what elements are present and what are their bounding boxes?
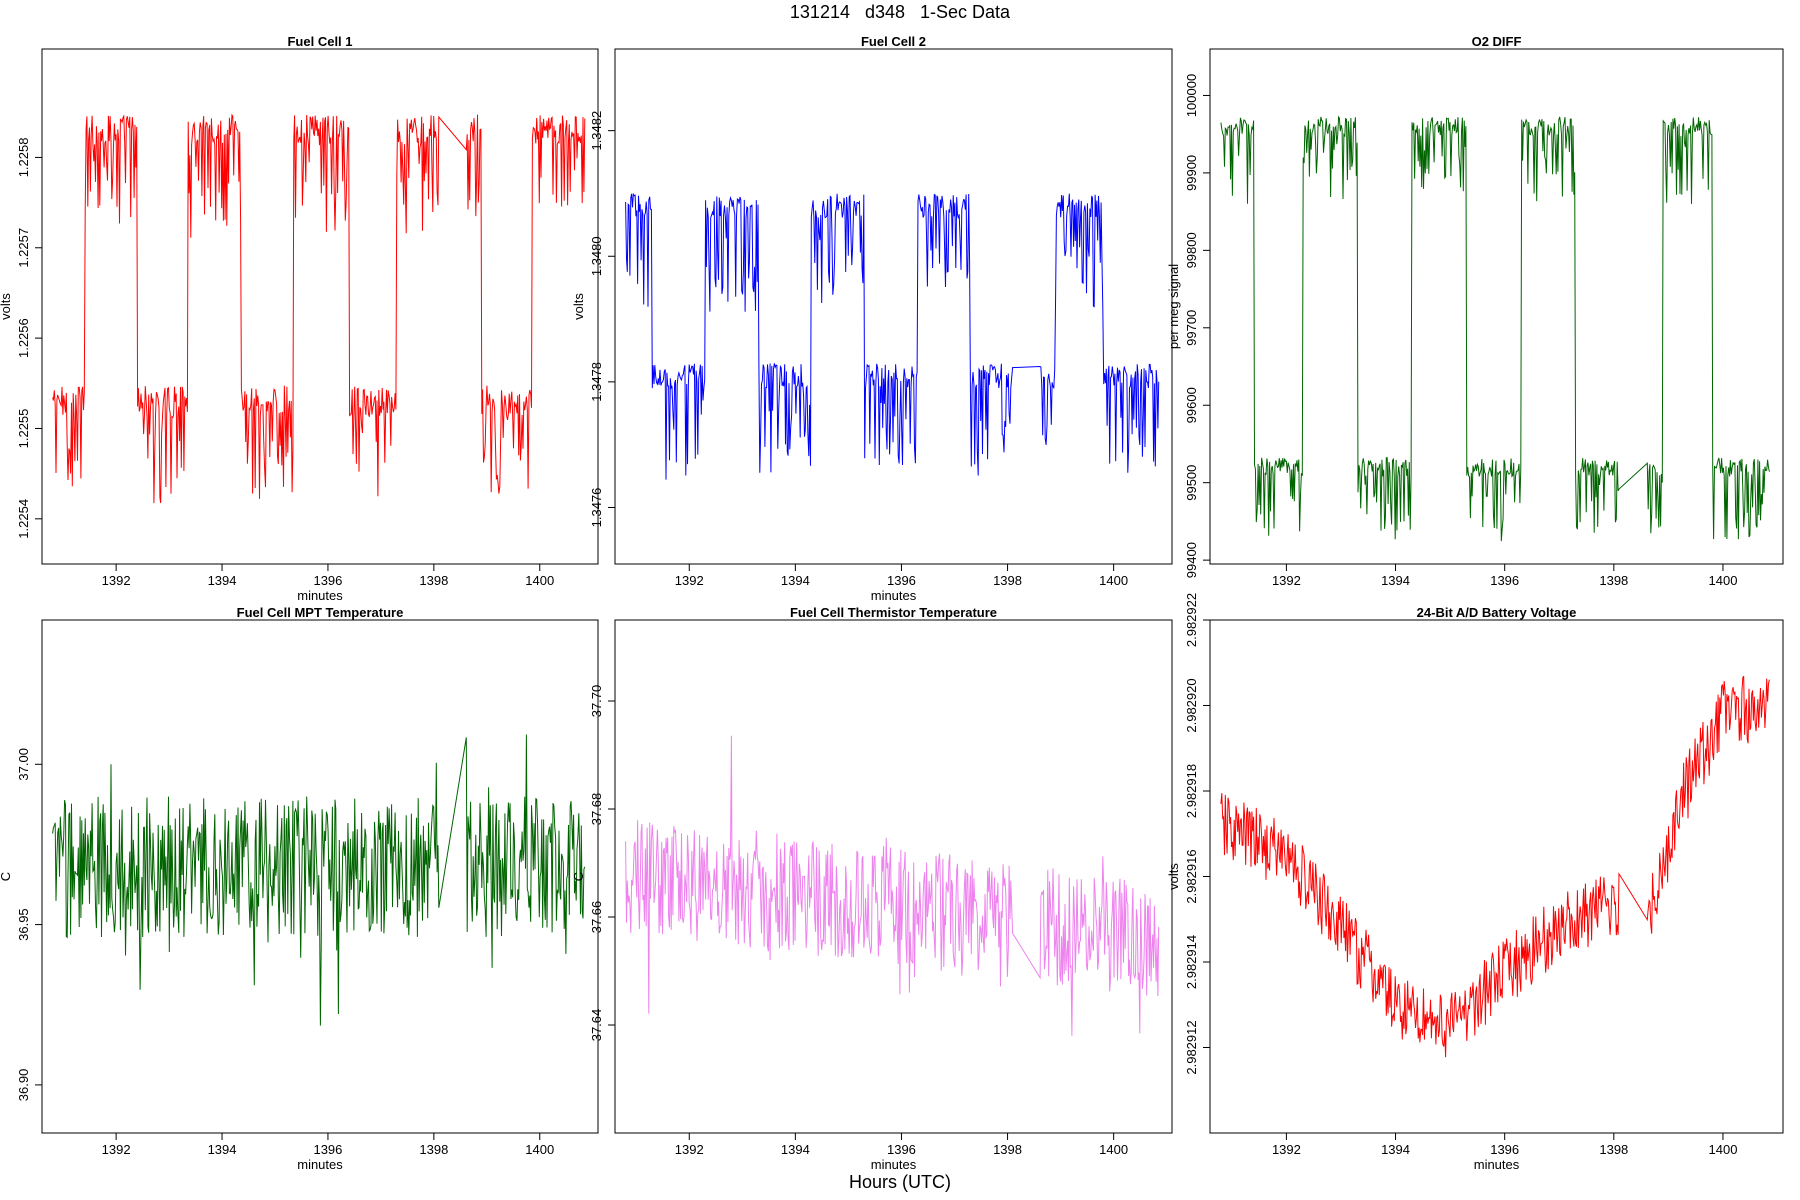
x-tick-label: 1398 [419, 1142, 448, 1157]
x-tick-label: 1394 [1381, 573, 1410, 588]
x-tick-label: 1396 [313, 573, 342, 588]
figure-footer: Hours (UTC) [849, 1172, 951, 1192]
figure-title: 131214 d348 1-Sec Data [789, 2, 1011, 22]
x-axis-label: minutes [871, 588, 917, 603]
y-tick-label: 36.95 [16, 908, 31, 941]
x-tick-label: 1400 [525, 1142, 554, 1157]
x-tick-label: 1392 [675, 573, 704, 588]
y-tick-label: 1.3482 [589, 111, 604, 151]
series-line-thermistor [625, 735, 1160, 1036]
x-tick-label: 1398 [1599, 1142, 1628, 1157]
panel-title: Fuel Cell MPT Temperature [237, 605, 404, 620]
y-tick-label: 99700 [1184, 310, 1199, 346]
x-tick-label: 1398 [993, 573, 1022, 588]
x-tick-label: 1396 [887, 1142, 916, 1157]
x-tick-label: 1394 [1381, 1142, 1410, 1157]
y-tick-label: 99800 [1184, 232, 1199, 268]
series-line-mpt [52, 734, 586, 1026]
y-tick-label: 1.3478 [589, 362, 604, 402]
plot-frame [1209, 48, 1784, 565]
y-axis-label: volts [1166, 863, 1181, 890]
x-tick-label: 1400 [1099, 573, 1128, 588]
x-tick-label: 1396 [313, 1142, 342, 1157]
y-axis-label: per meg signal [1166, 264, 1181, 349]
y-tick-label: 37.68 [589, 793, 604, 826]
y-tick-label: 2.982914 [1184, 935, 1199, 989]
y-axis-label: volts [0, 293, 13, 320]
panel-title: Fuel Cell 2 [861, 34, 926, 49]
panel-o2: O2 DIFF 1392 1394 1396 1398 1400 99400 99500 996… [1166, 34, 1784, 588]
y-tick-label: 99900 [1184, 155, 1199, 191]
y-tick-label: 100000 [1184, 74, 1199, 117]
y-tick-label: 37.66 [589, 901, 604, 934]
y-tick-label: 2.982916 [1184, 849, 1199, 903]
panel-title: O2 DIFF [1472, 34, 1522, 49]
y-axis-label: volts [571, 293, 586, 320]
panel-title: 24-Bit A/D Battery Voltage [1417, 605, 1577, 620]
y-tick-label: 37.64 [589, 1009, 604, 1042]
y-tick-label: 1.2258 [16, 138, 31, 178]
x-tick-label: 1396 [1490, 1142, 1519, 1157]
x-tick-label: 1396 [1490, 573, 1519, 588]
y-tick-label: 99400 [1184, 542, 1199, 578]
x-tick-label: 1394 [208, 573, 237, 588]
plot-frame [614, 48, 1173, 565]
x-tick-label: 1392 [675, 1142, 704, 1157]
x-tick-label: 1394 [208, 1142, 237, 1157]
panel-mpt: Fuel Cell MPT Temperature 1392 1394 1396 139… [0, 605, 599, 1172]
y-tick-label: 99600 [1184, 387, 1199, 423]
x-tick-label: 1398 [993, 1142, 1022, 1157]
y-tick-label: 2.982918 [1184, 764, 1199, 818]
y-axis-label: C [571, 872, 586, 881]
x-tick-label: 1392 [1272, 573, 1301, 588]
panel-title: Fuel Cell 1 [287, 34, 352, 49]
y-tick-label: 1.3476 [589, 488, 604, 528]
x-tick-label: 1400 [1709, 573, 1738, 588]
panel-battery: 24-Bit A/D Battery Voltage 1392 1394 1396 13… [1166, 593, 1784, 1172]
y-tick-label: 1.2257 [16, 228, 31, 268]
x-tick-label: 1396 [887, 573, 916, 588]
series-line-battery [1220, 675, 1770, 1058]
panel-title: Fuel Cell Thermistor Temperature [790, 605, 997, 620]
y-tick-label: 1.2256 [16, 318, 31, 358]
y-tick-label: 99500 [1184, 465, 1199, 501]
panel-fc2: Fuel Cell 2 1392 1394 1396 1398 1400 minutes 1.… [571, 34, 1173, 603]
panel-thermistor: Fuel Cell Thermistor Temperature 1392 1394… [571, 605, 1173, 1172]
x-tick-label: 1392 [102, 1142, 131, 1157]
y-tick-label: 2.982922 [1184, 593, 1199, 647]
series-line-fc2 [625, 192, 1160, 480]
y-axis-label: C [0, 872, 13, 881]
y-tick-label: 1.2254 [16, 499, 31, 539]
x-axis-label: minutes [297, 588, 343, 603]
x-tick-label: 1400 [525, 573, 554, 588]
x-axis-label: minutes [1474, 1157, 1520, 1172]
y-tick-label: 1.3480 [589, 236, 604, 276]
x-tick-label: 1392 [1272, 1142, 1301, 1157]
plot-frame [41, 48, 599, 565]
x-tick-label: 1398 [1599, 573, 1628, 588]
y-tick-label: 2.982920 [1184, 678, 1199, 732]
y-tick-label: 37.70 [589, 685, 604, 718]
x-tick-label: 1392 [102, 573, 131, 588]
x-tick-label: 1394 [781, 573, 810, 588]
plot-frame [614, 619, 1173, 1134]
x-axis-label: minutes [297, 1157, 343, 1172]
x-tick-label: 1398 [419, 573, 448, 588]
plot-frame [41, 619, 599, 1134]
x-tick-label: 1400 [1099, 1142, 1128, 1157]
x-axis-label: minutes [871, 1157, 917, 1172]
series-line-o2 [1220, 115, 1770, 542]
panel-fc1: Fuel Cell 1 1392 1394 1396 1398 1400 minutes 1.… [0, 34, 599, 603]
y-tick-label: 1.2255 [16, 409, 31, 449]
y-tick-label: 2.982912 [1184, 1020, 1199, 1074]
series-line-fc1 [52, 113, 586, 504]
y-tick-label: 36.90 [16, 1069, 31, 1102]
x-tick-label: 1394 [781, 1142, 810, 1157]
x-tick-label: 1400 [1709, 1142, 1738, 1157]
y-tick-label: 37.00 [16, 748, 31, 781]
